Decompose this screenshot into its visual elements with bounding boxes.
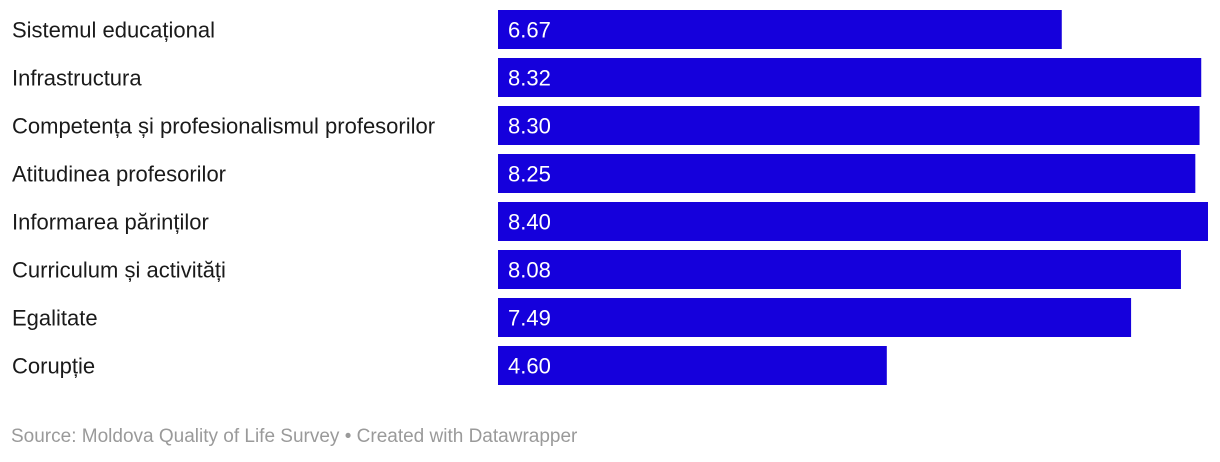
bar: [498, 154, 1196, 193]
category-label: Atitudinea profesorilor: [12, 162, 226, 187]
category-label: Sistemul educațional: [12, 18, 215, 43]
bar: [498, 250, 1181, 289]
value-label: 8.08: [508, 258, 551, 283]
bar-chart: Sistemul educațional 6.67 Infrastructura 8.…: [12, 10, 1208, 385]
value-label: 7.49: [508, 306, 551, 331]
bar: [498, 106, 1200, 145]
category-label: Competența și profesionalismul profesori…: [12, 114, 435, 139]
value-label: 8.32: [508, 66, 551, 91]
category-label: Infrastructura: [12, 66, 142, 91]
category-label: Informarea părinților: [12, 210, 209, 235]
bar: [498, 346, 887, 385]
bar: [498, 58, 1202, 97]
value-label: 4.60: [508, 354, 551, 379]
bar: [498, 298, 1132, 337]
value-label: 8.25: [508, 162, 551, 187]
category-label: Curriculum și activități: [12, 258, 226, 283]
category-label: Egalitate: [12, 306, 98, 331]
source-note: Source: Moldova Quality of Life Survey •…: [11, 426, 578, 447]
value-label: 8.40: [508, 210, 551, 235]
value-label: 6.67: [508, 18, 551, 43]
value-label: 8.30: [508, 114, 551, 139]
bar: [498, 10, 1062, 49]
category-label: Corupție: [12, 354, 95, 379]
bar: [498, 202, 1208, 241]
